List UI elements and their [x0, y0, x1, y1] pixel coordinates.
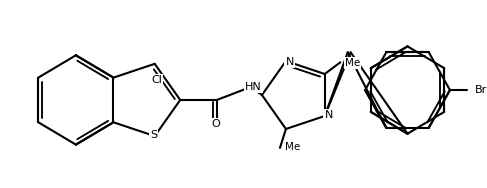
Text: Br: Br — [475, 85, 487, 95]
Text: N: N — [324, 110, 333, 120]
Text: N: N — [285, 57, 294, 67]
Text: Cl: Cl — [151, 75, 162, 85]
Text: HN: HN — [245, 82, 262, 92]
Text: Me: Me — [345, 58, 360, 68]
Text: S: S — [150, 130, 157, 140]
Text: Me: Me — [285, 142, 300, 152]
Text: O: O — [211, 119, 220, 129]
